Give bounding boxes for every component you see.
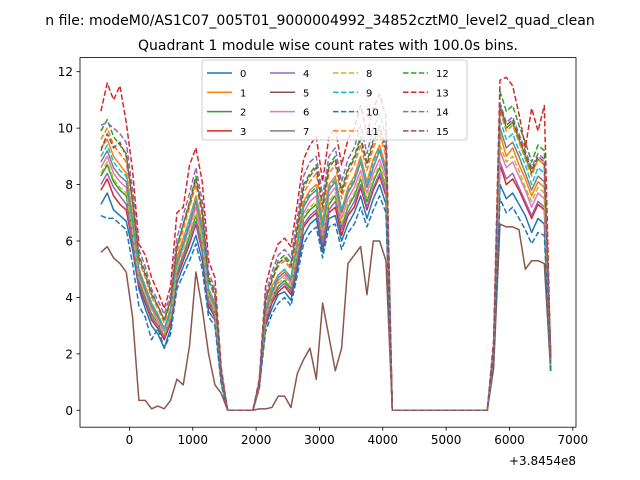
x-tick-label: 3000 <box>304 433 335 447</box>
legend-item-8: 8 <box>333 69 372 80</box>
y-tick-label: 8 <box>65 178 73 192</box>
legend-label: 5 <box>303 88 309 99</box>
axes-frame <box>79 57 577 428</box>
legend-item-2: 2 <box>207 108 246 119</box>
series-line-1 <box>100 133 552 412</box>
legend-item-11: 11 <box>333 127 379 138</box>
y-tick-label: 2 <box>65 347 73 361</box>
plot-area <box>100 76 552 412</box>
legend-label: 7 <box>303 127 309 138</box>
legend-item-4: 4 <box>270 69 309 80</box>
x-tick-label: 2000 <box>241 433 272 447</box>
legend-label: 14 <box>436 108 449 119</box>
x-tick-label: 1000 <box>177 433 208 447</box>
legend-label: 15 <box>436 127 449 138</box>
series-line-8 <box>100 144 552 412</box>
legend-label: 1 <box>240 88 246 99</box>
legend-item-7: 7 <box>270 127 309 138</box>
x-tick-label: 4000 <box>368 433 399 447</box>
legend-item-3: 3 <box>207 127 246 138</box>
y-tick-label: 12 <box>58 65 73 79</box>
chart-title: Quadrant 1 module wise count rates with … <box>138 38 518 54</box>
legend-label: 6 <box>303 108 309 119</box>
x-tick-label: 5000 <box>431 433 462 447</box>
legend-label: 8 <box>366 69 372 80</box>
series-line-7 <box>100 127 552 412</box>
legend-label: 10 <box>366 108 379 119</box>
series-line-14 <box>100 101 552 412</box>
legend-item-10: 10 <box>333 108 379 119</box>
y-tick-label: 6 <box>65 234 73 248</box>
legend-item-6: 6 <box>270 108 309 119</box>
legend-item-13: 13 <box>403 88 449 99</box>
legend-item-12: 12 <box>403 69 449 80</box>
series-line-2 <box>100 104 552 412</box>
x-tick-label: 7000 <box>558 433 589 447</box>
legend-label: 11 <box>366 127 379 138</box>
x-tick-label: 0 <box>126 433 134 447</box>
legend-item-9: 9 <box>333 88 372 99</box>
legend-item-0: 0 <box>207 69 246 80</box>
y-tick-label: 10 <box>58 122 73 136</box>
legend-box <box>201 59 468 141</box>
legend-item-1: 1 <box>207 88 246 99</box>
legend-item-14: 14 <box>403 108 449 119</box>
x-offset-text: +3.8454e8 <box>509 454 576 468</box>
chart-suptitle: n file: modeM0/AS1C07_005T01_9000004992_… <box>45 13 594 29</box>
legend-item-15: 15 <box>403 127 449 138</box>
legend-label: 13 <box>436 88 449 99</box>
legend-label: 9 <box>366 88 372 99</box>
legend-label: 4 <box>303 69 309 80</box>
legend-label: 3 <box>240 127 246 138</box>
legend-label: 12 <box>436 69 449 80</box>
x-tick-label: 6000 <box>494 433 525 447</box>
y-tick-label: 4 <box>65 291 73 305</box>
series-line-15 <box>100 104 552 412</box>
legend-label: 0 <box>240 69 246 80</box>
legend-item-5: 5 <box>270 88 309 99</box>
legend-label: 2 <box>240 108 246 119</box>
y-tick-label: 0 <box>65 404 73 418</box>
